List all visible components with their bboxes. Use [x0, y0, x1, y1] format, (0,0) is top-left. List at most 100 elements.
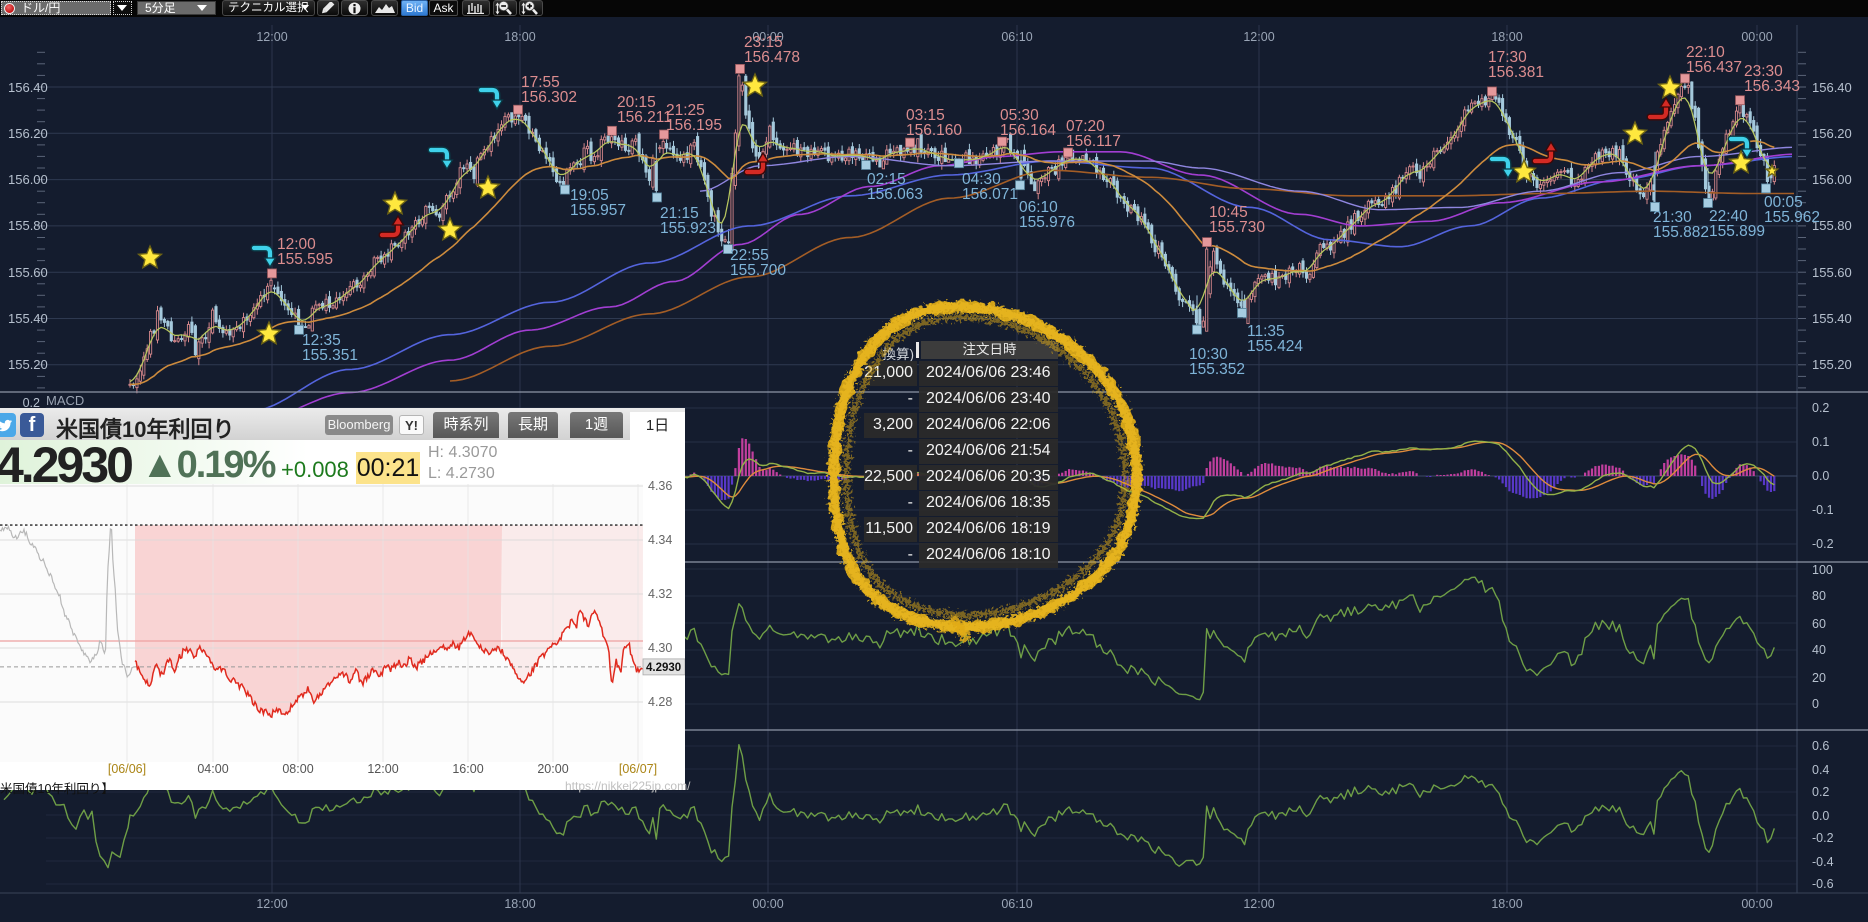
svg-text:156.071: 156.071 — [962, 186, 1018, 203]
svg-text:155.60: 155.60 — [1812, 265, 1852, 280]
svg-text:06:10: 06:10 — [1001, 30, 1032, 44]
svg-text:06:10: 06:10 — [1019, 199, 1058, 216]
svg-text:156.211: 156.211 — [617, 109, 672, 126]
svg-text:08:00: 08:00 — [282, 762, 313, 776]
svg-text:0.4: 0.4 — [1812, 763, 1829, 777]
svg-text:21:15: 21:15 — [660, 205, 699, 222]
svg-text:156.478: 156.478 — [744, 49, 800, 66]
svg-text:12:00: 12:00 — [277, 236, 316, 253]
svg-text:19:05: 19:05 — [570, 187, 609, 204]
svg-text:22:10: 22:10 — [1686, 44, 1725, 61]
svg-text:156.00: 156.00 — [8, 172, 48, 187]
svg-text:156.40: 156.40 — [8, 80, 48, 95]
svg-text:4.34: 4.34 — [648, 533, 672, 547]
svg-text:12:00: 12:00 — [256, 897, 287, 911]
svg-text:20:00: 20:00 — [537, 762, 568, 776]
svg-text:03:15: 03:15 — [906, 107, 945, 124]
svg-text:[06/06]: [06/06] — [108, 762, 146, 776]
svg-text:156.195: 156.195 — [666, 117, 722, 134]
svg-text:155.60: 155.60 — [8, 265, 48, 280]
svg-text:18:00: 18:00 — [504, 30, 535, 44]
svg-text:23:15: 23:15 — [744, 34, 783, 51]
svg-text:21:25: 21:25 — [666, 102, 705, 119]
svg-text:155.20: 155.20 — [1812, 357, 1852, 372]
svg-text:02:15: 02:15 — [867, 171, 906, 188]
svg-text:12:00: 12:00 — [367, 762, 398, 776]
svg-text:155.730: 155.730 — [1209, 219, 1265, 236]
svg-text:155.20: 155.20 — [8, 357, 48, 372]
svg-text:-0.2: -0.2 — [1812, 537, 1834, 551]
svg-text:12:00: 12:00 — [1243, 30, 1274, 44]
svg-text:100: 100 — [1812, 563, 1833, 577]
svg-text:23:30: 23:30 — [1744, 63, 1783, 80]
svg-text:17:30: 17:30 — [1488, 49, 1527, 66]
svg-text:10:30: 10:30 — [1189, 346, 1228, 363]
svg-text:156.302: 156.302 — [521, 89, 577, 106]
svg-text:156.20: 156.20 — [1812, 126, 1852, 141]
svg-text:156.160: 156.160 — [906, 122, 962, 139]
svg-text:156.343: 156.343 — [1744, 78, 1800, 95]
svg-text:00:00: 00:00 — [1741, 30, 1772, 44]
svg-text:0.6: 0.6 — [1812, 739, 1829, 753]
svg-text:06:10: 06:10 — [1001, 897, 1032, 911]
svg-text:00:05: 00:05 — [1764, 194, 1803, 211]
svg-text:156.117: 156.117 — [1066, 133, 1121, 150]
svg-text:156.40: 156.40 — [1812, 80, 1852, 95]
svg-text:0.2: 0.2 — [23, 396, 40, 410]
svg-text:16:00: 16:00 — [452, 762, 483, 776]
svg-text:60: 60 — [1812, 617, 1826, 631]
svg-text:10:45: 10:45 — [1209, 204, 1248, 221]
svg-text:07:20: 07:20 — [1066, 118, 1105, 135]
svg-text:155.957: 155.957 — [570, 202, 626, 219]
svg-text:0.2: 0.2 — [1812, 785, 1829, 799]
svg-text:20: 20 — [1812, 671, 1826, 685]
svg-text:12:00: 12:00 — [1243, 897, 1274, 911]
svg-text:4.2930: 4.2930 — [646, 662, 681, 674]
svg-text:155.923: 155.923 — [660, 220, 716, 237]
svg-text:4.30: 4.30 — [648, 641, 672, 655]
svg-text:00:00: 00:00 — [752, 897, 783, 911]
svg-text:155.40: 155.40 — [8, 311, 48, 326]
svg-text:155.40: 155.40 — [1812, 311, 1852, 326]
svg-text:05:30: 05:30 — [1000, 107, 1039, 124]
svg-text:22:40: 22:40 — [1709, 208, 1748, 225]
svg-text:155.882: 155.882 — [1653, 224, 1709, 241]
svg-text:12:00: 12:00 — [256, 30, 287, 44]
svg-text:12:35: 12:35 — [302, 332, 341, 349]
svg-text:155.80: 155.80 — [1812, 218, 1852, 233]
svg-text:22:55: 22:55 — [730, 247, 769, 264]
svg-text:18:00: 18:00 — [1491, 30, 1522, 44]
svg-text:-0.6: -0.6 — [1812, 877, 1834, 891]
svg-text:155.976: 155.976 — [1019, 214, 1075, 231]
svg-text:0.1: 0.1 — [1812, 435, 1829, 449]
svg-text:04:30: 04:30 — [962, 171, 1001, 188]
svg-text:155.962: 155.962 — [1764, 209, 1820, 226]
svg-text:80: 80 — [1812, 589, 1826, 603]
svg-text:-0.1: -0.1 — [1812, 503, 1834, 517]
svg-text:156.437: 156.437 — [1686, 59, 1742, 76]
svg-text:156.381: 156.381 — [1488, 64, 1544, 81]
svg-text:40: 40 — [1812, 643, 1826, 657]
svg-text:-0.4: -0.4 — [1812, 855, 1834, 869]
svg-text:00:00: 00:00 — [752, 30, 783, 44]
svg-text:155.700: 155.700 — [730, 262, 786, 279]
svg-text:11:35: 11:35 — [1247, 323, 1285, 340]
svg-text:156.20: 156.20 — [8, 126, 48, 141]
svg-text:155.424: 155.424 — [1247, 338, 1303, 355]
svg-text:0.0: 0.0 — [1812, 809, 1829, 823]
svg-text:00:00: 00:00 — [1741, 897, 1772, 911]
svg-text:MACD: MACD — [46, 393, 84, 408]
svg-text:155.352: 155.352 — [1189, 361, 1245, 378]
svg-text:04:00: 04:00 — [197, 762, 228, 776]
svg-text:155.899: 155.899 — [1709, 223, 1765, 240]
svg-text:156.00: 156.00 — [1812, 172, 1852, 187]
svg-text:156.063: 156.063 — [867, 186, 923, 203]
svg-text:155.595: 155.595 — [277, 251, 333, 268]
svg-text:4.36: 4.36 — [648, 479, 672, 493]
svg-text:-0.2: -0.2 — [1812, 831, 1834, 845]
svg-text:18:00: 18:00 — [504, 897, 535, 911]
svg-text:4.28: 4.28 — [648, 695, 672, 709]
svg-text:155.351: 155.351 — [302, 347, 358, 364]
svg-text:0.2: 0.2 — [1812, 401, 1829, 415]
svg-text:21:30: 21:30 — [1653, 209, 1692, 226]
